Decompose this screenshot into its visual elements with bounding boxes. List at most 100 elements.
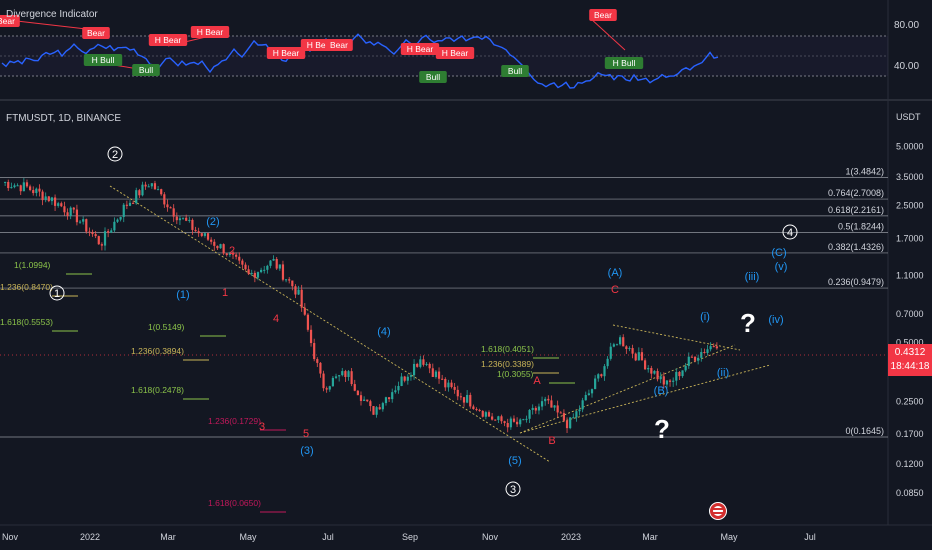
price-tick-label: 0.0850 (896, 488, 924, 498)
candle-body (166, 204, 169, 208)
extension-label: 1.618(0.5553) (0, 317, 53, 327)
candle-body (459, 396, 462, 398)
price-tick-label: 3.5000 (896, 172, 924, 182)
candle-body (412, 363, 416, 376)
candle-body (394, 390, 397, 393)
candle-body (672, 380, 675, 382)
extension-label: 1.618(0.4051) (481, 344, 534, 354)
divergence-tag (132, 64, 160, 76)
candle-body (13, 185, 16, 188)
candle-body (228, 252, 231, 255)
candle-body (369, 401, 372, 407)
candle-body (712, 346, 715, 348)
wave-label: (4) (377, 326, 390, 338)
wave-label: 3 (510, 484, 516, 496)
time-tick-label: Jul (804, 532, 816, 542)
wave-label: (ii) (717, 367, 729, 379)
candle-body (91, 232, 94, 235)
candle-body (472, 406, 475, 410)
time-tick-label: May (239, 532, 257, 542)
candle-body (60, 203, 63, 207)
candle-body (578, 409, 581, 412)
us-flag-icon[interactable] (709, 502, 727, 520)
candle-body (450, 382, 453, 388)
candle-body (94, 234, 97, 237)
candle-body (235, 254, 238, 257)
candle-body (528, 409, 531, 419)
candle-body (397, 385, 400, 391)
divergence-tag (400, 43, 440, 55)
candle-body (213, 241, 216, 246)
candle-body (63, 206, 66, 213)
candle-body (503, 421, 506, 424)
candle-body (375, 407, 378, 415)
extension-label: 1.236(0.8470) (0, 282, 53, 292)
candle-body (263, 269, 266, 271)
wave-label: (C) (771, 247, 786, 259)
candle-body (640, 352, 644, 361)
candle-body (191, 219, 194, 230)
wave-label: (iii) (745, 271, 760, 283)
candle-body (216, 245, 219, 249)
candle-body (284, 279, 288, 281)
candle-body (572, 417, 575, 419)
candle-body (403, 376, 406, 381)
candle-body (562, 413, 566, 421)
candle-body (709, 346, 712, 350)
wave-label: 1 (222, 287, 228, 299)
candle-body (141, 184, 144, 196)
candle-body (690, 356, 694, 358)
candle-body (122, 204, 125, 217)
candle-body (69, 207, 72, 217)
candle-body (169, 207, 172, 209)
divergence-tag-label: Bull (139, 65, 153, 75)
candle-body (603, 366, 606, 377)
candle-body (634, 353, 637, 361)
candle-body (356, 390, 359, 396)
candle-body (281, 264, 285, 280)
candle-body (16, 185, 19, 187)
fib-label: 0.618(2.2161) (828, 205, 884, 215)
candle-body (222, 244, 225, 254)
divergence-tag-label: Bear (87, 28, 105, 38)
trend-line (612, 324, 741, 351)
time-tick-label: May (720, 532, 738, 542)
candle-body (594, 378, 597, 390)
candle-body (88, 231, 91, 233)
candle-body (328, 386, 331, 390)
divergence-tag (0, 15, 20, 27)
candle-body (32, 190, 35, 194)
candle-body (241, 260, 244, 265)
current-price-value: 0.4312 (894, 347, 926, 358)
candle-body (684, 365, 687, 371)
candle-body (681, 370, 684, 377)
candle-body (147, 186, 150, 188)
fib-levels: 1(3.4842) 0.764(2.7008) 0.618(2.2161) 0.5(1… (0, 166, 888, 438)
symbol-title[interactable]: FTMUSDT, 1D, BINANCE (6, 113, 122, 124)
candle-body (156, 189, 160, 191)
candle-body (706, 349, 709, 353)
divergence-tag-label: H Bull (613, 58, 636, 68)
candle-body (269, 260, 272, 266)
candle-body (231, 252, 235, 255)
wave-label: (B) (654, 385, 669, 397)
price-tick-label: 1.1000 (896, 270, 924, 280)
candle-body (606, 358, 609, 367)
price-tick-label: 1.7000 (896, 233, 924, 243)
candle-body (462, 397, 466, 403)
candle-body (138, 190, 141, 196)
candle-body (319, 362, 322, 374)
candle-body (341, 371, 344, 376)
fib-label: 0.5(1.8244) (838, 221, 884, 231)
candle-body (144, 184, 147, 187)
candle-body (475, 409, 478, 411)
candle-body (700, 352, 703, 358)
candle-body (291, 280, 294, 287)
candle-body (650, 368, 653, 374)
candle-body (160, 189, 163, 195)
divergence-tag (190, 26, 230, 38)
extension-label: 1.236(0.3389) (481, 359, 534, 369)
candle-body (75, 209, 79, 223)
wave-circle (505, 481, 521, 497)
